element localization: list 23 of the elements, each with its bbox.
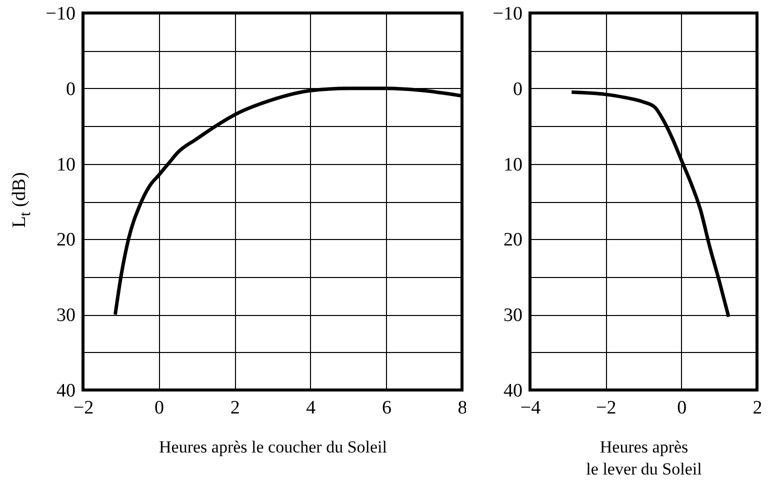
x-tick-label: −4	[520, 398, 542, 418]
x-tick-label: −2	[596, 398, 616, 418]
y-tick-label: 30	[504, 305, 522, 326]
x-tick-label: 2	[752, 398, 762, 418]
y-tick-label: 30	[56, 305, 76, 326]
y-tick-label: 20	[504, 230, 522, 251]
y-tick-label: 40	[504, 380, 522, 402]
x-tick-label: 0	[154, 398, 164, 418]
x-tick-label: 4	[306, 398, 316, 418]
y-tick-label: 40	[56, 380, 76, 402]
y-tick-label: 0	[66, 78, 76, 100]
x-tick-label: 0	[677, 398, 687, 418]
x-tick-label: 2	[230, 398, 240, 418]
y-tick-label: 10	[504, 154, 522, 176]
x-tick-label: −2	[73, 398, 94, 418]
y-tick-label: 0	[513, 78, 522, 100]
x-tick-label: 6	[382, 398, 392, 418]
y-tick-label: 10	[56, 154, 76, 176]
y-tick-label: −10	[46, 4, 76, 24]
x-axis-title: Heures après le coucher du Soleil	[159, 438, 388, 456]
y-tick-label: −10	[492, 4, 522, 24]
x-axis-title: Heures après le lever du Soleil	[586, 438, 702, 478]
y-tick-label: 20	[56, 230, 76, 251]
